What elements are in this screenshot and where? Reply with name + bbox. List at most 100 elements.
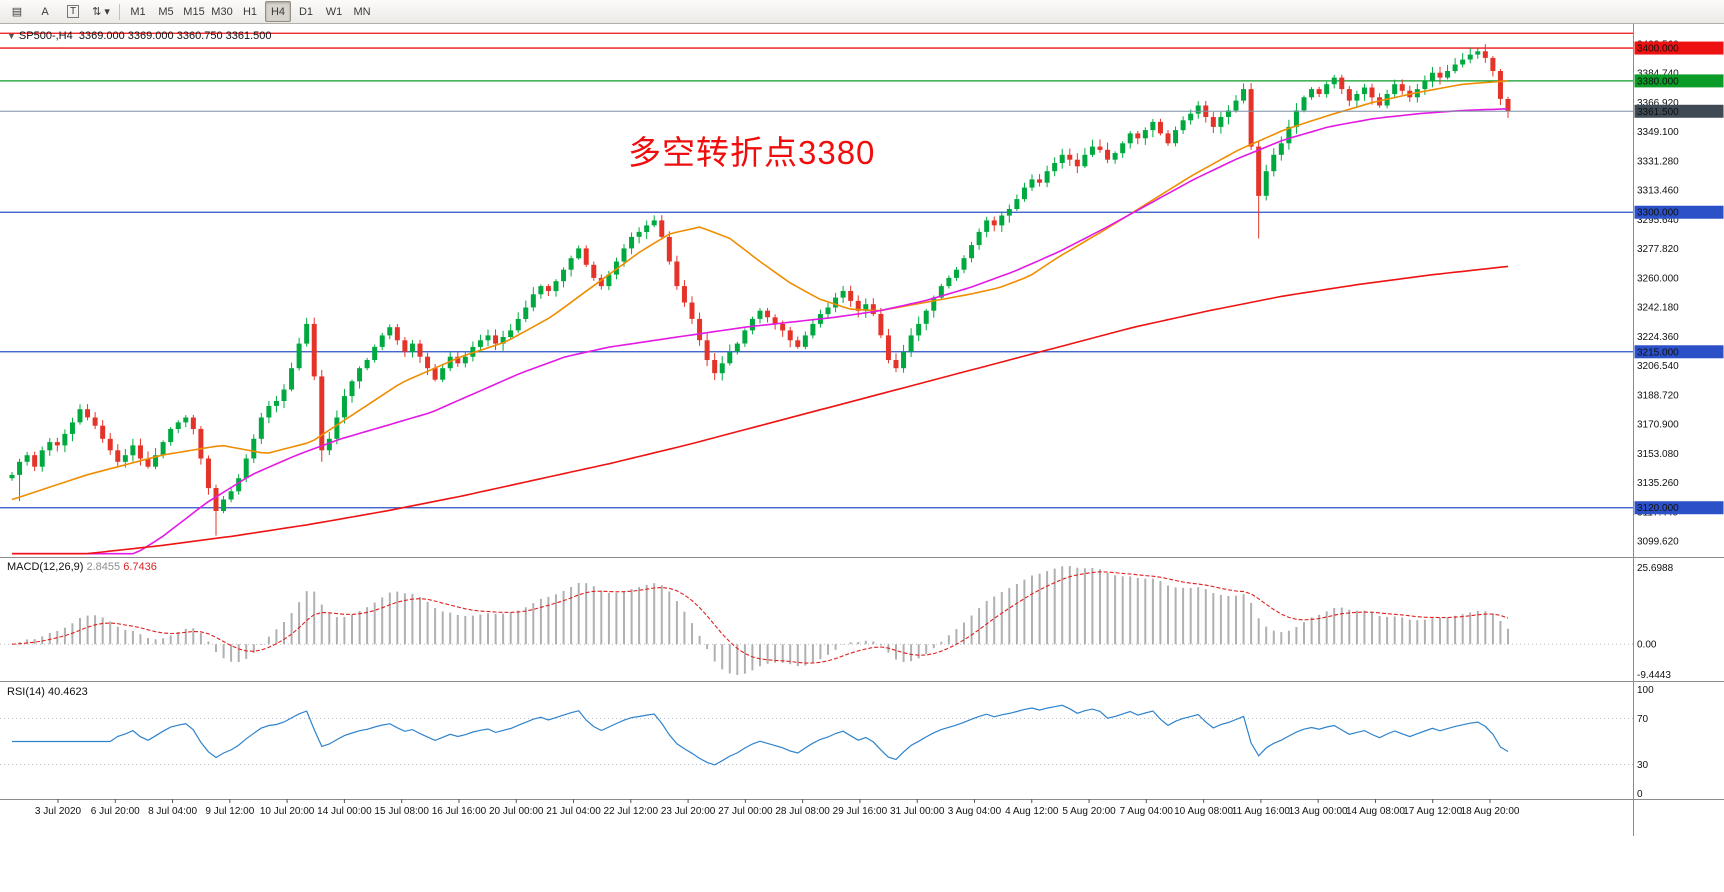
timeframe-h4-button[interactable]: H4 — [265, 1, 291, 22]
svg-text:3 Aug 04:00: 3 Aug 04:00 — [948, 806, 1002, 817]
svg-text:3277.820: 3277.820 — [1637, 244, 1679, 255]
level-price-badge — [1634, 345, 1724, 359]
rsi-line — [12, 704, 1509, 766]
svg-text:28 Jul 08:00: 28 Jul 08:00 — [775, 806, 830, 817]
svg-text:10 Aug 08:00: 10 Aug 08:00 — [1174, 806, 1233, 817]
svg-text:10 Jul 20:00: 10 Jul 20:00 — [260, 806, 315, 817]
macd-main-value: 2.8455 — [86, 561, 121, 573]
macd-name: MACD(12,26,9) — [7, 561, 84, 573]
svg-text:25.6988: 25.6988 — [1637, 563, 1674, 574]
svg-text:3188.720: 3188.720 — [1637, 390, 1679, 401]
svg-text:3400.000: 3400.000 — [1637, 44, 1679, 55]
macd-signal-value: 6.7436 — [123, 561, 157, 573]
svg-text:3135.260: 3135.260 — [1637, 478, 1679, 489]
svg-text:8 Jul 04:00: 8 Jul 04:00 — [148, 806, 197, 817]
macd-pane[interactable] — [0, 560, 1633, 681]
symbol-ohlc-text: SP500-,H4 3369.000 3369.000 3360.750 336… — [18, 30, 272, 42]
rsi-name: RSI(14) — [7, 686, 45, 698]
svg-text:18 Aug 20:00: 18 Aug 20:00 — [1461, 806, 1520, 817]
svg-text:3 Jul 2020: 3 Jul 2020 — [35, 806, 82, 817]
time-axis[interactable]: 3 Jul 2020 6 Jul 20:00 8 Jul 04:00 9 Jul 12… — [35, 799, 1520, 817]
level-price-badge — [1634, 41, 1724, 55]
svg-text:70: 70 — [1637, 714, 1649, 725]
svg-text:30: 30 — [1637, 760, 1649, 771]
svg-text:3349.100: 3349.100 — [1637, 127, 1679, 138]
level-price-badge — [1634, 74, 1724, 88]
svg-text:11 Aug 16:00: 11 Aug 16:00 — [1232, 806, 1291, 817]
level-price-badge — [1634, 205, 1724, 219]
timeframe-mn-button[interactable]: MN — [353, 5, 371, 18]
text-box-tool-button[interactable]: T — [60, 1, 86, 22]
toolbar-separator — [119, 3, 120, 20]
timeframe-m15-button[interactable]: M15 — [183, 5, 205, 18]
timeframe-m30-button[interactable]: M30 — [211, 5, 233, 18]
svg-text:23 Jul 20:00: 23 Jul 20:00 — [661, 806, 716, 817]
horizontal-levels — [0, 32, 1633, 509]
candles — [9, 44, 1511, 536]
svg-text:0: 0 — [1637, 789, 1643, 800]
svg-text:21 Jul 04:00: 21 Jul 04:00 — [546, 806, 601, 817]
price-scale-ticks: 3402.5603384.7403366.9203349.1003331.280… — [1637, 39, 1679, 800]
svg-text:17 Aug 12:00: 17 Aug 12:00 — [1403, 806, 1462, 817]
svg-text:3384.740: 3384.740 — [1637, 69, 1679, 80]
svg-text:0.00: 0.00 — [1637, 640, 1657, 651]
svg-text:14 Aug 08:00: 14 Aug 08:00 — [1346, 806, 1405, 817]
mid-ma-line — [12, 108, 1509, 555]
svg-text:3260.000: 3260.000 — [1637, 273, 1679, 284]
svg-text:3331.280: 3331.280 — [1637, 156, 1679, 167]
svg-text:-9.4443: -9.4443 — [1637, 670, 1671, 681]
timeframe-m5-button[interactable]: M5 — [158, 5, 174, 18]
chart-collapse-icon[interactable]: ▼ — [7, 31, 16, 41]
annotation-a-button[interactable]: A — [41, 5, 49, 18]
toolbar: ▤ A T ⇅ ▾ M1 M5 M15 M30 H1 H4 D1 W1 MN — [0, 0, 1724, 24]
svg-text:7 Aug 04:00: 7 Aug 04:00 — [1120, 806, 1174, 817]
rsi-indicator-label: RSI(14) 40.4623 — [7, 686, 88, 698]
charts-grid-icon[interactable]: ▤ — [11, 6, 23, 18]
svg-text:3206.540: 3206.540 — [1637, 361, 1679, 372]
timeframe-m1-button[interactable]: M1 — [130, 5, 146, 18]
svg-text:5 Aug 20:00: 5 Aug 20:00 — [1062, 806, 1116, 817]
macd-histogram — [18, 566, 1509, 675]
svg-text:27 Jul 00:00: 27 Jul 00:00 — [718, 806, 773, 817]
svg-text:3361.500: 3361.500 — [1637, 107, 1679, 118]
macd-signal-line — [11, 571, 1509, 664]
symbol-ohlc-header: ▼ SP500-,H4 3369.000 3369.000 3360.750 33… — [7, 30, 272, 42]
svg-text:3099.620: 3099.620 — [1637, 537, 1679, 548]
svg-text:4 Aug 12:00: 4 Aug 12:00 — [1005, 806, 1059, 817]
svg-text:3153.080: 3153.080 — [1637, 449, 1679, 460]
svg-text:20 Jul 00:00: 20 Jul 00:00 — [489, 806, 544, 817]
svg-text:14 Jul 00:00: 14 Jul 00:00 — [317, 806, 372, 817]
svg-text:100: 100 — [1637, 685, 1654, 696]
svg-text:3300.000: 3300.000 — [1637, 208, 1679, 219]
fast-ma-line — [11, 80, 1509, 501]
svg-text:9 Jul 12:00: 9 Jul 12:00 — [205, 806, 254, 817]
svg-text:15 Jul 08:00: 15 Jul 08:00 — [374, 806, 429, 817]
bid-price-badge — [1634, 104, 1724, 118]
slow-ma-line — [12, 265, 1509, 555]
svg-text:3313.460: 3313.460 — [1637, 186, 1679, 197]
timeframe-w1-button[interactable]: W1 — [325, 5, 343, 18]
timeframe-h1-button[interactable]: H1 — [242, 5, 258, 18]
svg-text:6 Jul 20:00: 6 Jul 20:00 — [91, 806, 140, 817]
svg-text:16 Jul 16:00: 16 Jul 16:00 — [432, 806, 487, 817]
svg-text:13 Aug 00:00: 13 Aug 00:00 — [1289, 806, 1348, 817]
svg-text:3380.000: 3380.000 — [1637, 76, 1679, 87]
svg-text:29 Jul 16:00: 29 Jul 16:00 — [833, 806, 888, 817]
timeframe-d1-button[interactable]: D1 — [298, 5, 314, 18]
svg-text:31 Jul 00:00: 31 Jul 00:00 — [890, 806, 945, 817]
svg-text:3170.900: 3170.900 — [1637, 420, 1679, 431]
main-chart-pane[interactable] — [0, 30, 1633, 557]
svg-text:22 Jul 12:00: 22 Jul 12:00 — [604, 806, 659, 817]
rsi-value: 40.4623 — [47, 686, 88, 698]
svg-text:3242.180: 3242.180 — [1637, 303, 1679, 314]
svg-text:3215.000: 3215.000 — [1637, 347, 1679, 358]
svg-text:3366.920: 3366.920 — [1637, 98, 1679, 109]
level-price-badge — [1634, 501, 1724, 515]
svg-text:3224.360: 3224.360 — [1637, 332, 1679, 343]
macd-indicator-label: MACD(12,26,9) 2.8455 6.7436 — [7, 561, 157, 573]
svg-text:3120.000: 3120.000 — [1637, 503, 1679, 514]
scale-dropdown-button[interactable]: ⇅ ▾ — [92, 6, 110, 18]
annotation-text: 多空转折点3380 — [628, 134, 876, 171]
svg-text:3295.640: 3295.640 — [1637, 215, 1679, 226]
